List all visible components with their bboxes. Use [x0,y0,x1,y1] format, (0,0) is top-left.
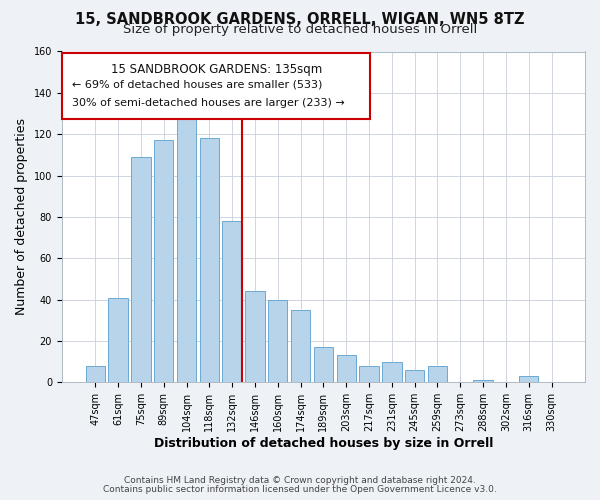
Text: Contains HM Land Registry data © Crown copyright and database right 2024.: Contains HM Land Registry data © Crown c… [124,476,476,485]
Text: ← 69% of detached houses are smaller (533): ← 69% of detached houses are smaller (53… [72,80,323,90]
Y-axis label: Number of detached properties: Number of detached properties [15,118,28,316]
Bar [86,366,105,382]
Bar [337,356,356,382]
Text: 15 SANDBROOK GARDENS: 135sqm: 15 SANDBROOK GARDENS: 135sqm [110,63,322,76]
Bar [177,118,196,382]
Bar [131,157,151,382]
Bar [200,138,219,382]
Bar [154,140,173,382]
Bar [291,310,310,382]
Text: 30% of semi-detached houses are larger (233) →: 30% of semi-detached houses are larger (… [72,98,345,108]
Text: 15, SANDBROOK GARDENS, ORRELL, WIGAN, WN5 8TZ: 15, SANDBROOK GARDENS, ORRELL, WIGAN, WN… [75,12,525,28]
Bar [428,366,447,382]
FancyBboxPatch shape [62,53,370,120]
Bar [473,380,493,382]
Text: Contains public sector information licensed under the Open Government Licence v3: Contains public sector information licen… [103,484,497,494]
Bar [245,292,265,382]
X-axis label: Distribution of detached houses by size in Orrell: Distribution of detached houses by size … [154,437,493,450]
Bar [382,362,401,382]
Bar [519,376,538,382]
Bar [405,370,424,382]
Bar [314,347,333,382]
Bar [359,366,379,382]
Bar [268,300,287,382]
Bar [223,221,242,382]
Text: Size of property relative to detached houses in Orrell: Size of property relative to detached ho… [123,22,477,36]
Bar [109,298,128,382]
